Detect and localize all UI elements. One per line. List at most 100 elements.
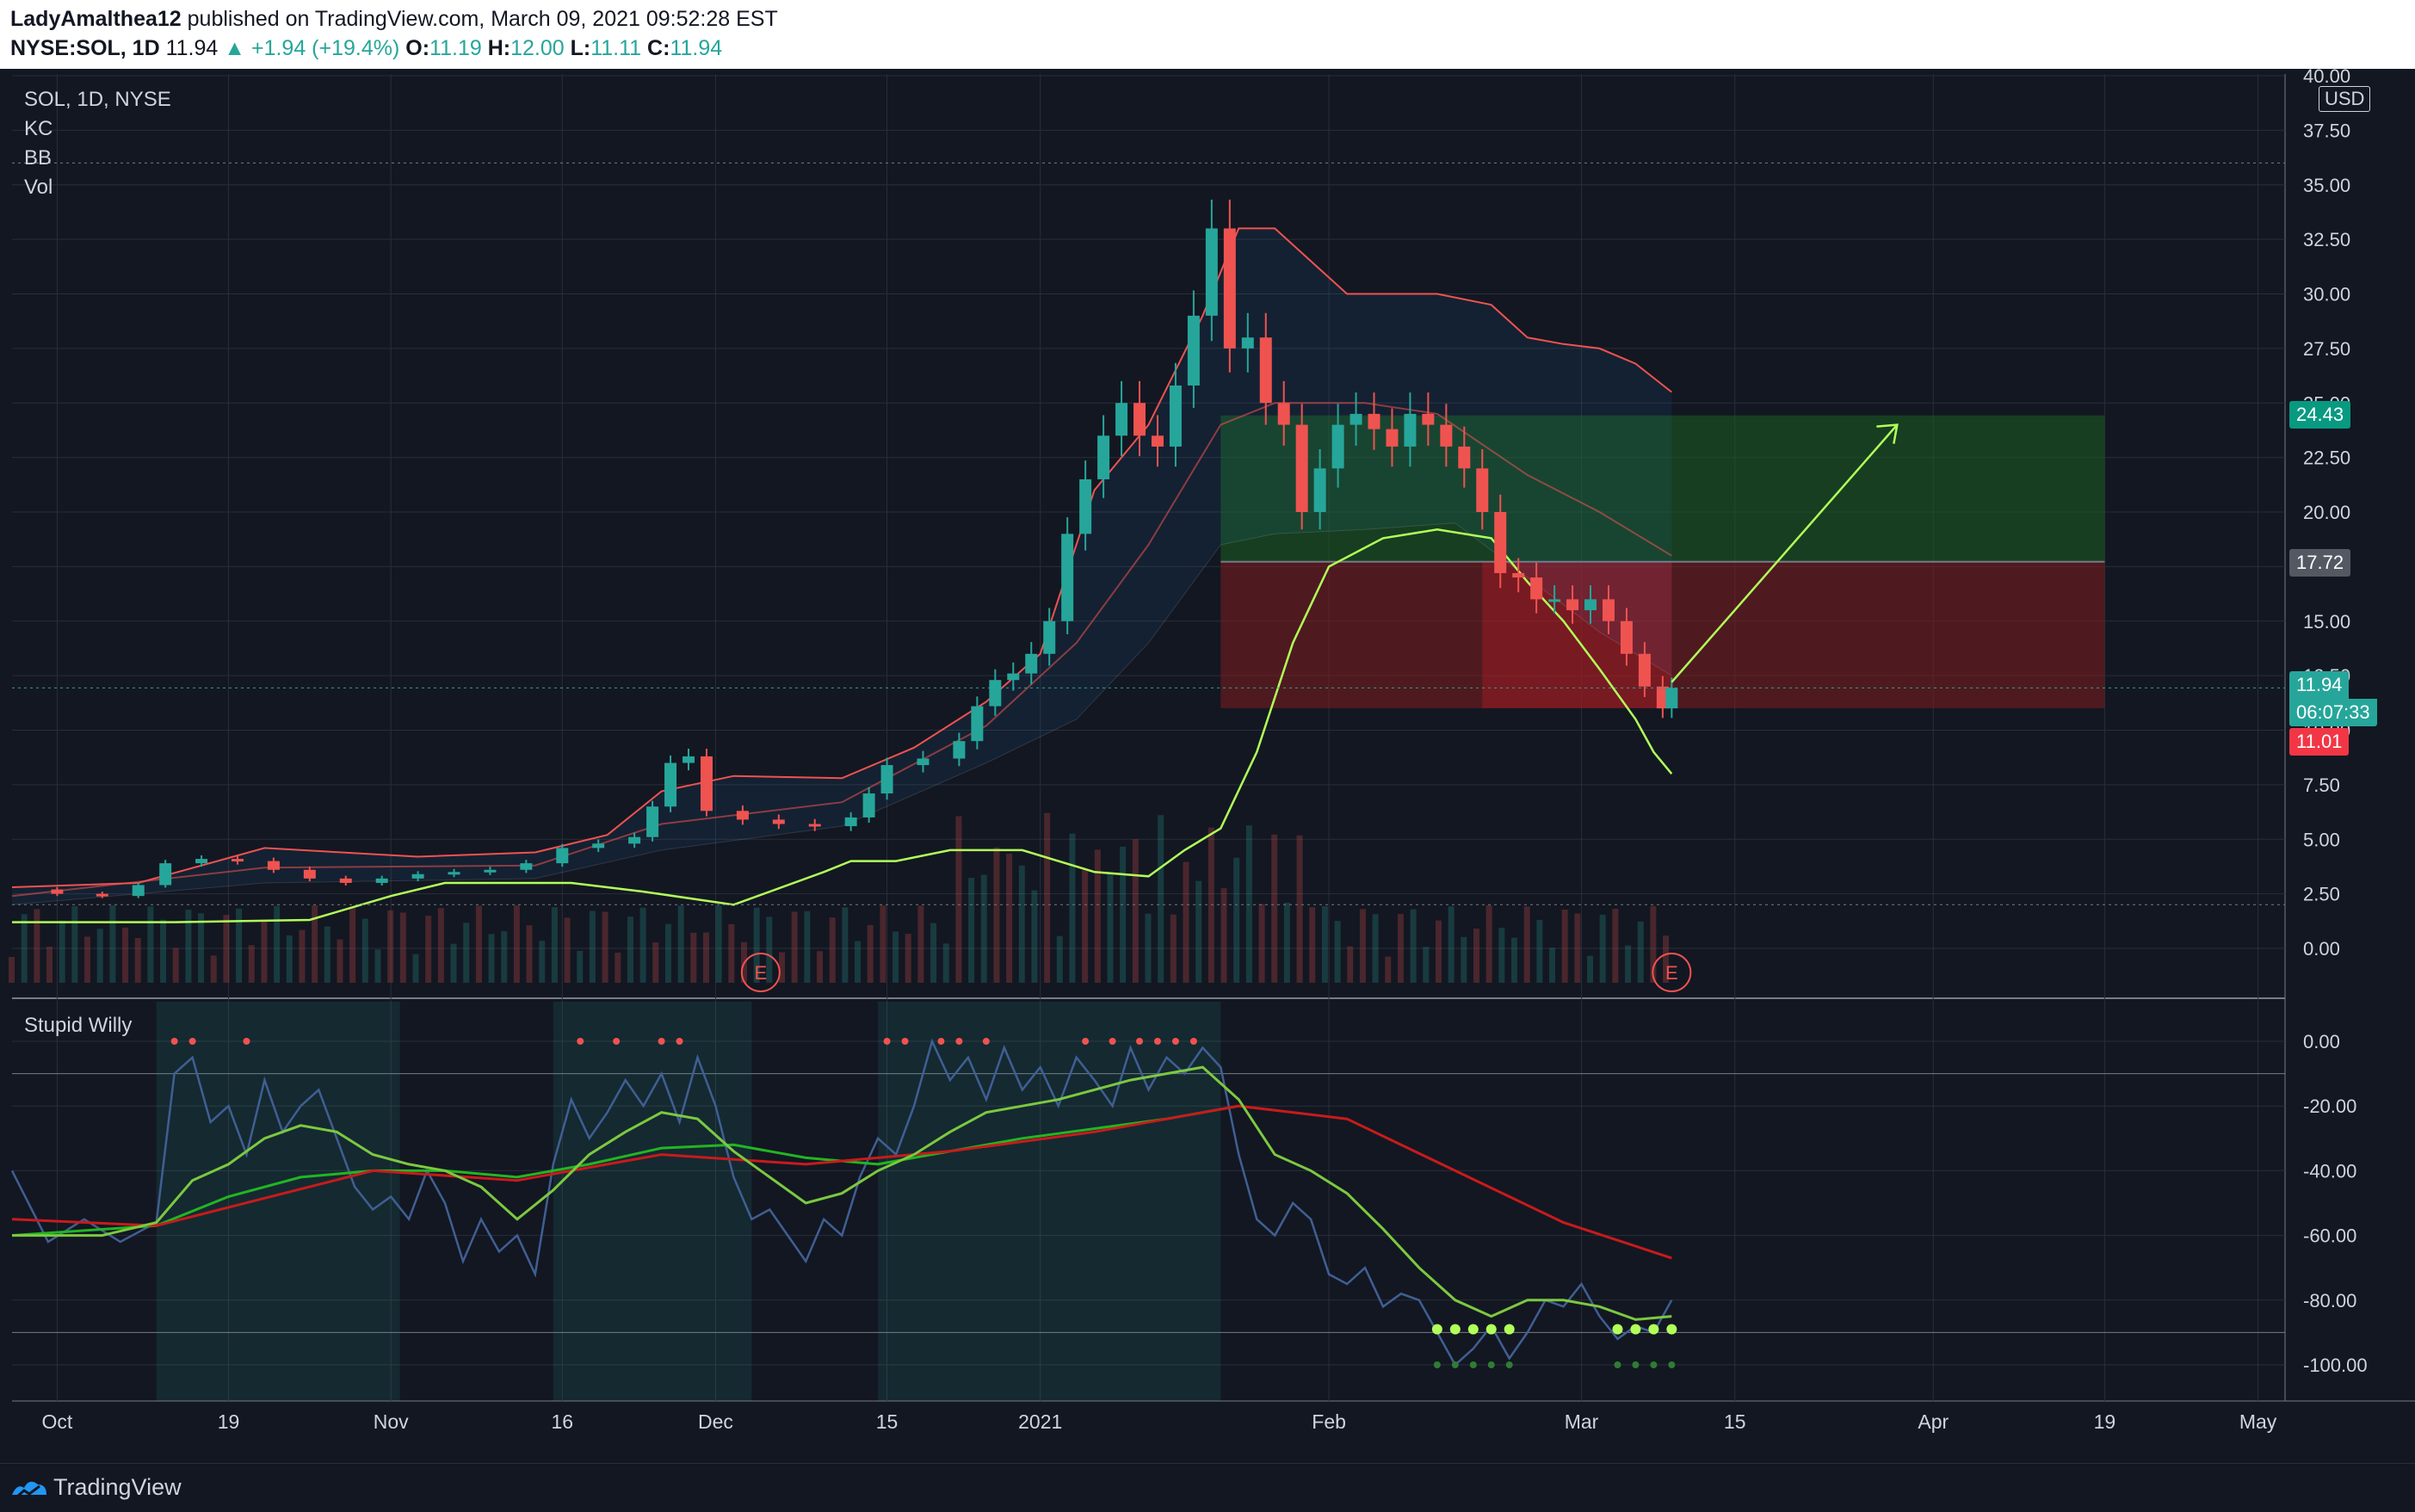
volume-bar bbox=[59, 920, 65, 983]
candle-body bbox=[1025, 653, 1038, 674]
volume-bar bbox=[980, 874, 987, 983]
volume-bar bbox=[147, 906, 154, 983]
wr-tick-label: -60.00 bbox=[2303, 1225, 2356, 1247]
top-dot bbox=[1153, 1038, 1161, 1045]
symbol-label: NYSE:SOL, 1D bbox=[10, 36, 160, 60]
close-label: C: bbox=[647, 36, 670, 60]
volume-bar bbox=[437, 908, 444, 983]
candle-body bbox=[1205, 228, 1218, 316]
volume-bar bbox=[602, 911, 608, 983]
candle-body bbox=[1386, 429, 1399, 447]
currency-label[interactable]: USD bbox=[2319, 86, 2371, 112]
candle-body bbox=[1115, 403, 1128, 436]
legend-bb[interactable]: BB bbox=[24, 146, 52, 170]
volume-bar bbox=[842, 907, 849, 983]
candle-body bbox=[1404, 413, 1417, 447]
volume-bar bbox=[930, 923, 937, 983]
legend-indicator[interactable]: Stupid Willy bbox=[24, 1014, 133, 1037]
candle-body bbox=[411, 873, 424, 879]
candle-body bbox=[628, 836, 641, 844]
volume-bar bbox=[753, 907, 760, 983]
volume-bar bbox=[9, 957, 15, 983]
volume-bar bbox=[1170, 914, 1177, 983]
x-tick-label: May bbox=[2239, 1410, 2277, 1433]
y-tick-label: 0.00 bbox=[2303, 938, 2340, 960]
candle-body bbox=[1241, 337, 1254, 349]
volume-bar bbox=[1498, 928, 1505, 983]
volume-bar bbox=[1663, 935, 1670, 983]
earnings-marker: E bbox=[1652, 953, 1692, 992]
bottom-dot bbox=[1451, 1361, 1459, 1368]
volume-bar bbox=[134, 938, 141, 983]
volume-bar bbox=[1359, 909, 1366, 983]
candle-body bbox=[736, 811, 749, 820]
y-tick-label: 2.50 bbox=[2303, 884, 2340, 905]
candle-body bbox=[303, 869, 316, 879]
candle-body bbox=[592, 843, 605, 849]
candle-body bbox=[1313, 468, 1326, 512]
candle-body bbox=[132, 885, 145, 897]
volume-bar bbox=[399, 912, 406, 983]
wr-slow-line bbox=[11, 1104, 1672, 1260]
projection-arrow bbox=[1671, 423, 1899, 683]
legend-vol[interactable]: Vol bbox=[24, 176, 53, 199]
candle-body bbox=[917, 758, 930, 766]
x-tick-label: 19 bbox=[2094, 1410, 2116, 1433]
wr-fast-line bbox=[12, 1065, 1672, 1321]
x-tick-label: Nov bbox=[374, 1410, 409, 1433]
svg-text:E: E bbox=[1665, 962, 1678, 984]
y-tick-label: 7.50 bbox=[2303, 775, 2340, 796]
candle-body bbox=[1187, 315, 1200, 386]
volume-bar bbox=[1397, 913, 1404, 983]
volume-bar bbox=[804, 910, 811, 983]
legend-series[interactable]: SOL, 1D, NYSE bbox=[24, 88, 171, 111]
high-label: H: bbox=[487, 36, 511, 60]
volume-bar bbox=[109, 905, 116, 983]
candle-body bbox=[375, 878, 388, 883]
volume-bar bbox=[210, 955, 217, 983]
x-tick-label: Apr bbox=[1918, 1410, 1949, 1433]
volume-bar bbox=[1082, 870, 1089, 983]
x-tick-label: Dec bbox=[698, 1410, 733, 1433]
top-dot bbox=[883, 1038, 891, 1045]
candle-body bbox=[772, 819, 785, 824]
signal-dot bbox=[1449, 1324, 1461, 1335]
wr-tick-label: -20.00 bbox=[2303, 1095, 2356, 1117]
candle-body bbox=[971, 706, 984, 742]
candle-body bbox=[339, 878, 352, 883]
volume-bar bbox=[1271, 834, 1278, 983]
candle-body bbox=[989, 680, 1002, 707]
volume-bar bbox=[664, 923, 671, 983]
candle-body bbox=[1620, 620, 1633, 654]
volume-bar bbox=[274, 905, 281, 983]
volume-bar bbox=[855, 941, 862, 983]
top-dot bbox=[901, 1038, 909, 1045]
candle-body bbox=[448, 872, 460, 875]
volume-bar bbox=[1334, 921, 1341, 983]
volume-bar bbox=[172, 947, 179, 983]
signal-dot bbox=[1666, 1324, 1677, 1335]
volume-bar bbox=[1625, 945, 1632, 983]
candle-body bbox=[520, 863, 533, 870]
volume-bar bbox=[589, 910, 596, 983]
brand-name[interactable]: TradingView bbox=[53, 1474, 182, 1500]
candle-body bbox=[844, 817, 857, 827]
volume-bar bbox=[1523, 906, 1530, 983]
volume-bar bbox=[564, 917, 571, 983]
signal-dot bbox=[1630, 1324, 1641, 1335]
x-tick-label: 2021 bbox=[1018, 1410, 1062, 1433]
wr-mid-line bbox=[11, 1104, 1239, 1237]
volume-bar bbox=[425, 916, 432, 983]
candle-body bbox=[880, 765, 893, 794]
candle-body bbox=[1476, 468, 1489, 512]
chart-canvas[interactable]: Oct 19 Nov 16 Dec 15 2021 Feb Mar 15 Apr 19 May 0.00 2… bbox=[0, 69, 2415, 1463]
top-dot bbox=[982, 1038, 990, 1045]
publisher-name[interactable]: LadyAmalthea12 bbox=[10, 7, 182, 31]
volume-bar bbox=[1245, 825, 1252, 983]
candle-body bbox=[1458, 446, 1471, 469]
signal-dot bbox=[1467, 1324, 1479, 1335]
volume-bar bbox=[324, 926, 330, 983]
legend-kc[interactable]: KC bbox=[24, 117, 53, 140]
publish-header: LadyAmalthea12 published on TradingView.… bbox=[0, 0, 2415, 69]
candle-body bbox=[232, 859, 244, 862]
